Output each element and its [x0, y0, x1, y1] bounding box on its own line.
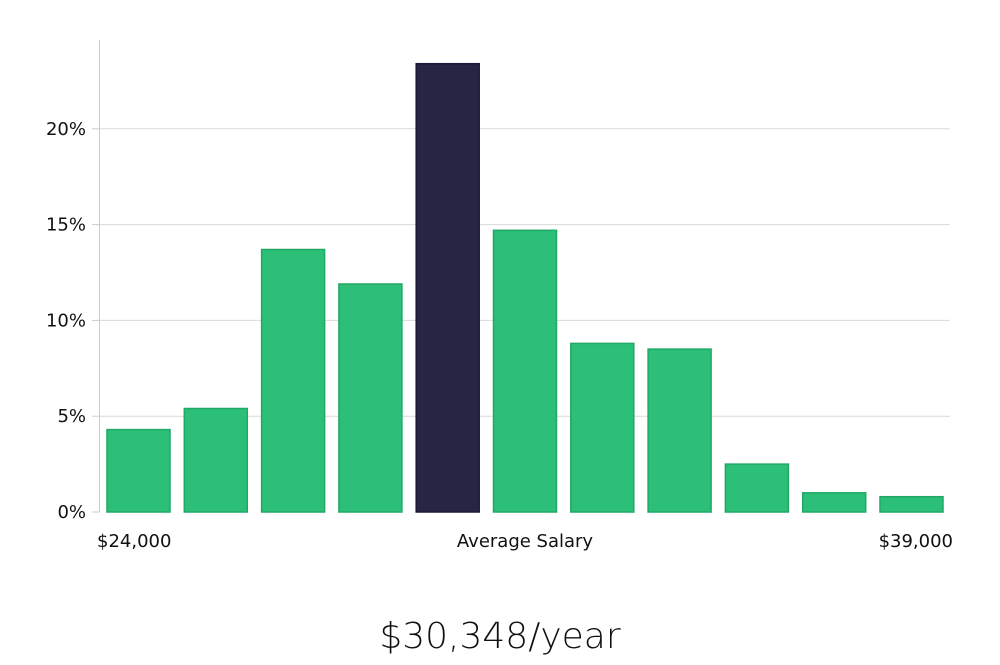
y-tick-label: 20% — [46, 119, 86, 140]
x-label-center: Average Salary — [457, 531, 594, 552]
x-label-min: $24,000 — [97, 531, 171, 552]
y-tick-label: 15% — [46, 215, 86, 236]
bar-layer — [106, 62, 944, 513]
bar — [724, 463, 790, 513]
bar — [879, 495, 944, 513]
y-tick-label: 5% — [57, 406, 86, 427]
label-layer: $24,000 Average Salary $39,000 $30,348/y… — [97, 531, 953, 657]
y-tick-label: 10% — [46, 310, 86, 331]
bar — [492, 229, 558, 513]
bar — [801, 492, 867, 513]
y-tick-label: 0% — [57, 502, 86, 523]
axis-layer: 0% 5% 10% 15% 20% — [46, 40, 100, 523]
bar — [647, 348, 712, 513]
bar — [106, 428, 171, 513]
x-label-max: $39,000 — [879, 531, 953, 552]
bar — [338, 283, 403, 513]
average-salary-value: $30,348/year — [379, 616, 621, 657]
bar-average-salary — [415, 62, 480, 513]
bar — [260, 248, 326, 513]
bar — [570, 342, 635, 513]
bar — [183, 407, 249, 513]
